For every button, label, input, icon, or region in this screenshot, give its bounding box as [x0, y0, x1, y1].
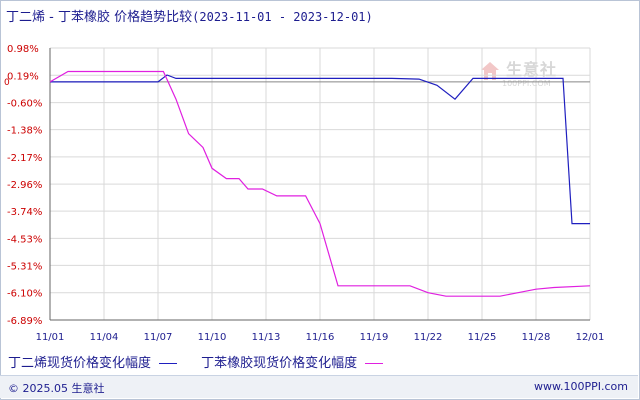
watermark-url: 100PPI.COM	[502, 78, 551, 88]
legend-label-a: 丁二烯现货价格变化幅度	[8, 356, 152, 371]
watermark-name: 生意社	[506, 60, 558, 79]
legend-swatch-a	[159, 363, 178, 364]
chart-title: 丁二烯 - 丁苯橡胶 价格趋势比较(2023-11-01 - 2023-12-0…	[6, 6, 373, 25]
grid-lines	[49, 47, 591, 321]
y-tick-label: -2.17%	[7, 153, 42, 164]
y-tick-label: -6.10%	[7, 289, 42, 300]
zero-label: 0	[4, 78, 10, 88]
y-tick-labels: 0.98% 0.19% -0.60% -1.38% -2.17% -2.96% -3.74%…	[4, 44, 42, 327]
y-tick-label: -4.53%	[7, 234, 42, 245]
title-dash: -	[45, 10, 58, 25]
legend-swatch-b	[365, 363, 384, 364]
y-tick-label: -1.38%	[7, 126, 42, 137]
x-tick-label: 11/07	[144, 332, 173, 343]
legend-item-b: 丁苯橡胶现货价格变化幅度	[201, 352, 389, 371]
x-tick-label: 11/04	[90, 332, 119, 343]
footer-website-link[interactable]: www.100PPI.com	[534, 380, 628, 393]
x-tick-label: 11/16	[306, 332, 335, 343]
title-subject: 价格趋势比较	[110, 10, 193, 25]
legend-item-a: 丁二烯现货价格变化幅度	[8, 352, 183, 371]
title-series-a: 丁二烯	[6, 10, 46, 25]
series-line-b	[49, 70, 591, 297]
y-tick-label: 0.98%	[7, 44, 39, 55]
y-tick-label: 0.19%	[7, 71, 39, 82]
x-tick-label: 12/01	[576, 332, 605, 343]
series-line-a	[50, 74, 590, 225]
x-tick-label: 11/01	[36, 332, 65, 343]
series-lines	[49, 70, 591, 297]
x-tick-label: 11/22	[414, 332, 443, 343]
y-tick-label: -0.60%	[7, 99, 42, 110]
x-tick-label: 11/28	[522, 332, 551, 343]
x-tick-label: 11/25	[468, 332, 497, 343]
footer-bar: © 2025.05 生意社 www.100PPI.com	[0, 375, 638, 398]
legend-label-b: 丁苯橡胶现货价格变化幅度	[201, 356, 358, 371]
x-tick-labels: 11/01 11/04 11/07 11/10 11/13 11/16 11/19 11/22…	[36, 332, 605, 343]
legend: 丁二烯现货价格变化幅度 丁苯橡胶现货价格变化幅度	[8, 352, 403, 371]
y-tick-label: -5.31%	[7, 261, 42, 272]
x-tick-label: 11/10	[198, 332, 227, 343]
title-date-range: (2023-11-01 - 2023-12-01)	[192, 10, 373, 24]
y-tick-label: -6.89%	[7, 316, 42, 327]
y-tick-label: -2.96%	[7, 180, 42, 191]
x-tick-label: 11/13	[252, 332, 281, 343]
footer-copyright: © 2025.05 生意社	[8, 382, 105, 395]
y-tick-label: -3.74%	[7, 207, 42, 218]
x-tick-label: 11/19	[360, 332, 389, 343]
title-series-b: 丁苯橡胶	[57, 10, 110, 25]
